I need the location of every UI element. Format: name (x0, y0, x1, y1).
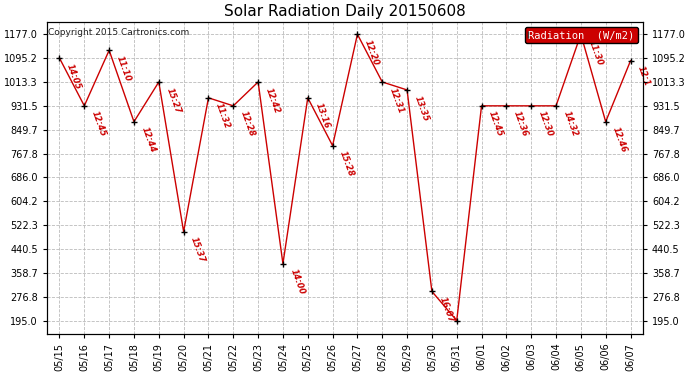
Text: 13:35: 13:35 (413, 94, 431, 123)
Text: 12:42: 12:42 (264, 86, 282, 114)
Text: 11:32: 11:32 (214, 102, 232, 130)
Text: 11:10: 11:10 (115, 54, 132, 83)
Text: 14:00: 14:00 (288, 268, 306, 296)
Text: 12:36: 12:36 (512, 110, 530, 138)
Text: 12:44: 12:44 (139, 126, 157, 154)
Text: Copyright 2015 Cartronics.com: Copyright 2015 Cartronics.com (48, 28, 190, 37)
Text: 12:45: 12:45 (90, 110, 108, 138)
Text: 15:37: 15:37 (189, 236, 207, 264)
Text: 11:30: 11:30 (586, 38, 604, 67)
Text: 12:30: 12:30 (537, 110, 554, 138)
Text: 15:28: 15:28 (338, 150, 356, 178)
Text: 12:45: 12:45 (487, 110, 505, 138)
Text: 14:05: 14:05 (65, 62, 83, 91)
Text: 16:07: 16:07 (437, 296, 455, 324)
Text: 12:46: 12:46 (611, 126, 629, 154)
Text: 12:20: 12:20 (363, 38, 381, 67)
Text: 12:1: 12:1 (636, 65, 652, 88)
Text: 12:28: 12:28 (239, 110, 257, 138)
Text: 13:16: 13:16 (313, 102, 331, 130)
Legend: Radiation  (W/m2): Radiation (W/m2) (525, 27, 638, 43)
Title: Solar Radiation Daily 20150608: Solar Radiation Daily 20150608 (224, 4, 466, 19)
Text: 15:27: 15:27 (164, 86, 182, 114)
Text: 14:32: 14:32 (562, 110, 579, 138)
Text: 12:31: 12:31 (388, 86, 406, 114)
